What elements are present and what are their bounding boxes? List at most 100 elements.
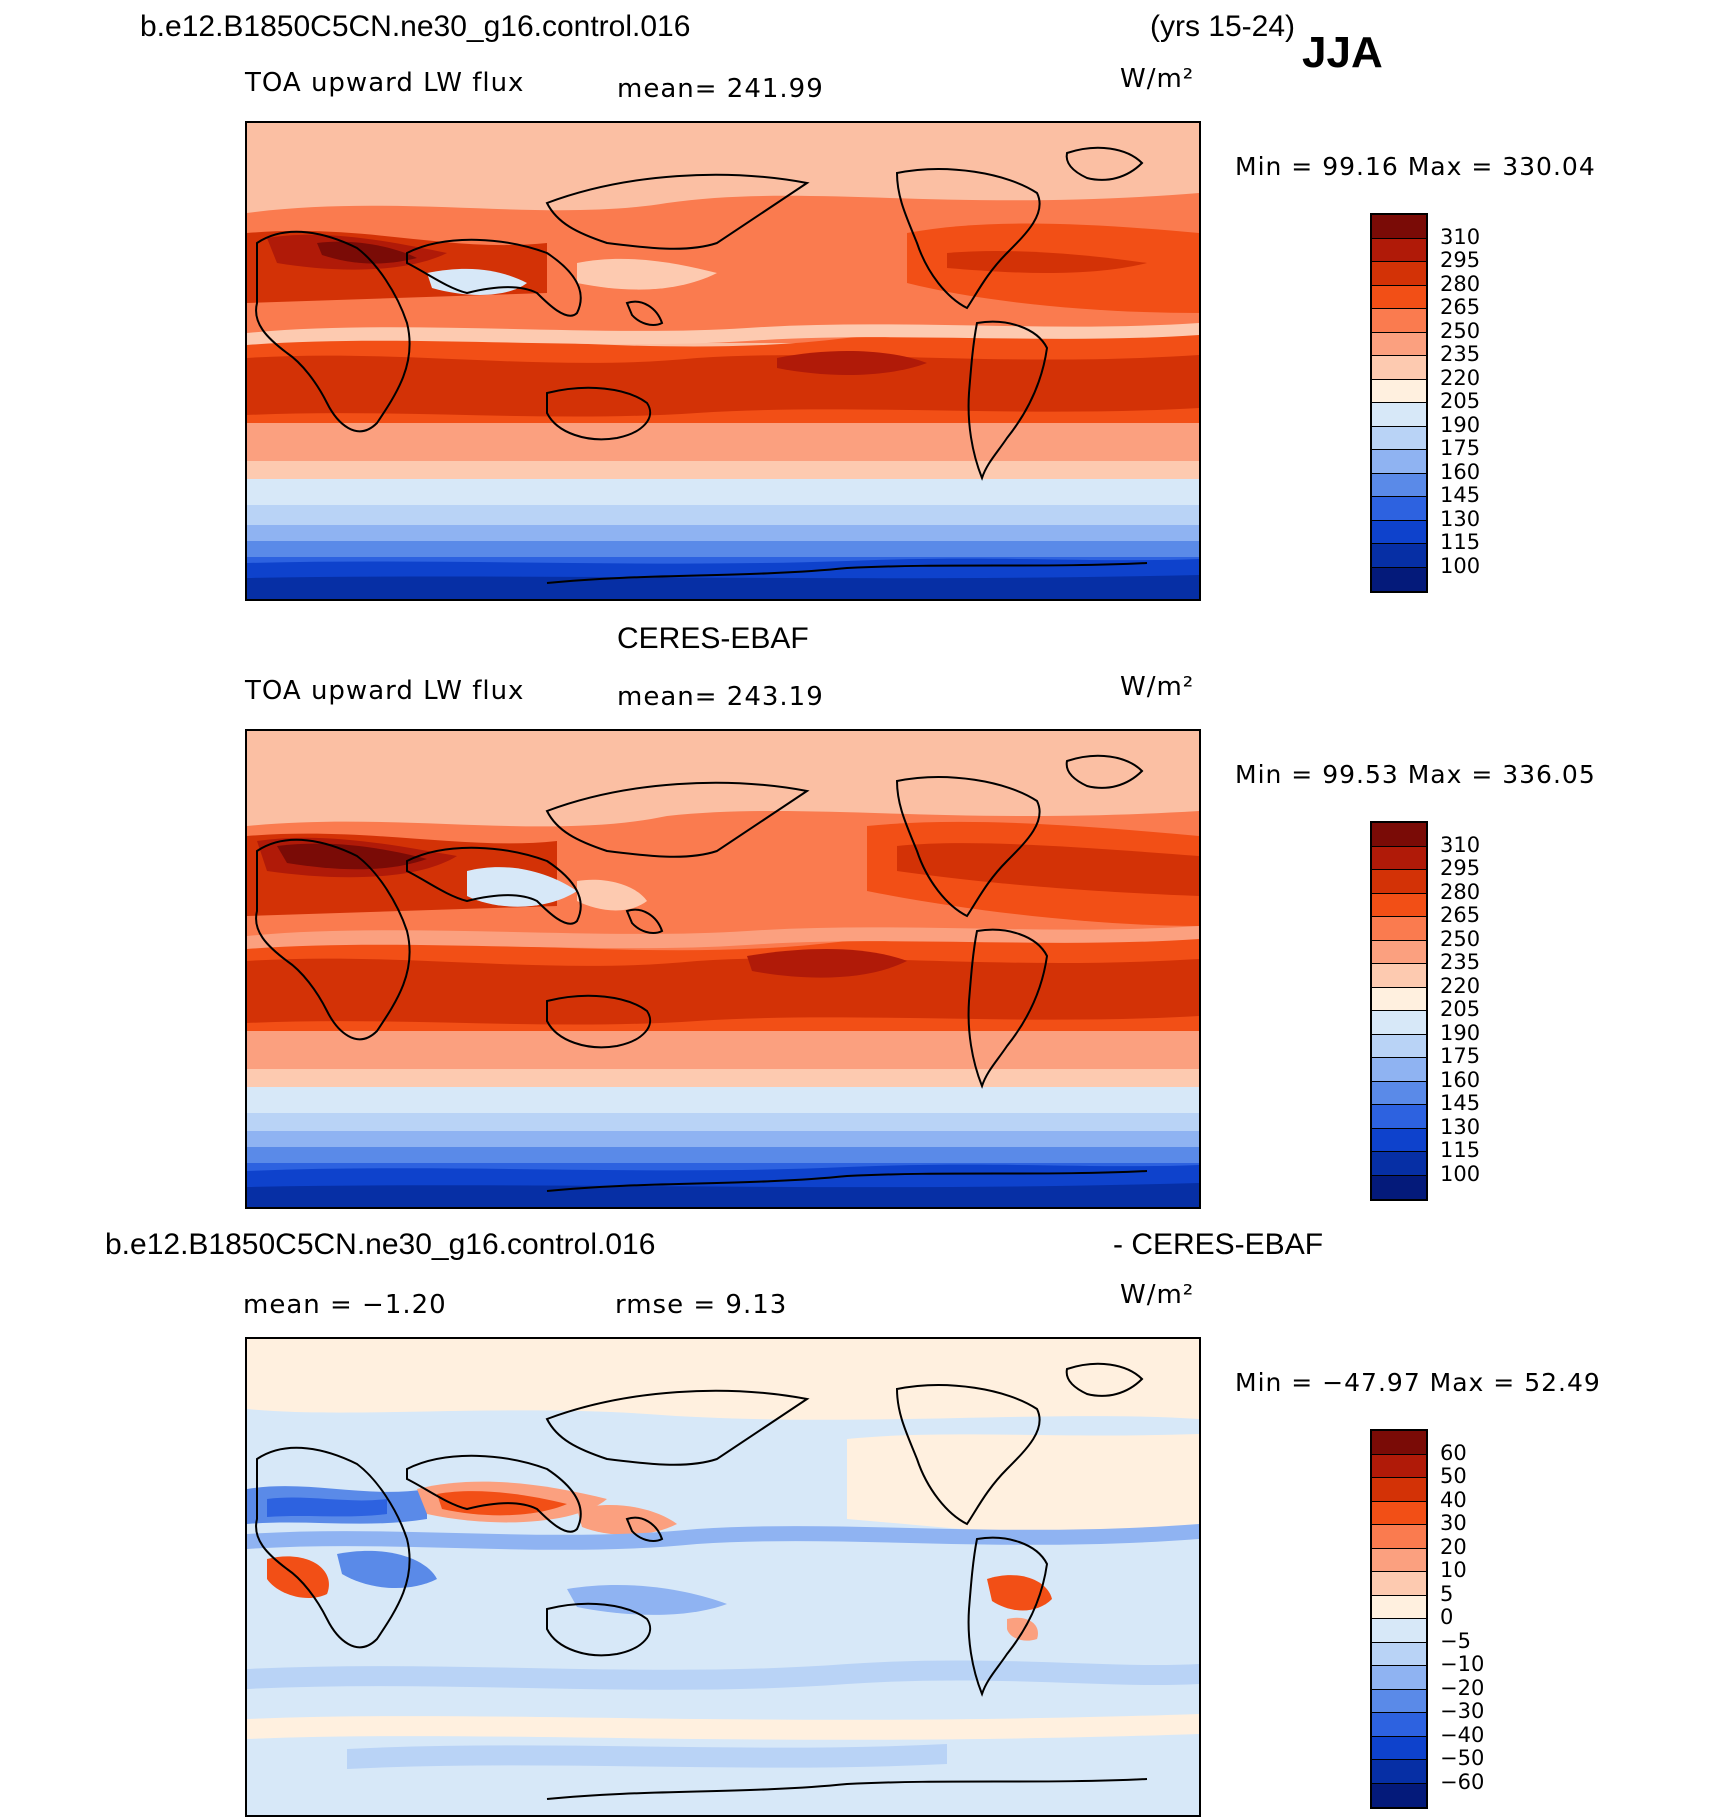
colorbar-box	[1372, 1454, 1426, 1478]
colorbar-box	[1372, 1431, 1426, 1455]
colorbar-box	[1372, 309, 1426, 333]
colorbar-tick-label: 20	[1440, 1534, 1467, 1559]
colorbar-box	[1372, 356, 1426, 380]
colorbar-tick-label: 190	[1440, 1020, 1481, 1045]
colorbar-tick-label: 100	[1440, 553, 1481, 578]
colorbar-box	[1372, 1525, 1426, 1549]
colorbar-tick-label: 190	[1440, 412, 1481, 437]
colorbar-box	[1372, 893, 1426, 917]
colorbar-box	[1372, 1501, 1426, 1525]
colorbar-box	[1372, 1736, 1426, 1760]
colorbar-box	[1372, 332, 1426, 356]
colorbar-box	[1372, 567, 1426, 591]
colorbar-box	[1372, 846, 1426, 870]
colorbar-box	[1372, 238, 1426, 262]
colorbar-box	[1372, 450, 1426, 474]
colorbar-tick-label: 30	[1440, 1511, 1467, 1535]
colorbar-tick-label: 295	[1440, 856, 1481, 880]
colorbar-tick-label: 130	[1440, 1114, 1481, 1139]
colorbar-box	[1372, 964, 1426, 988]
colorbar-tick-label: −60	[1440, 1769, 1485, 1794]
colorbar-box	[1372, 379, 1426, 403]
colorbar-tick-label: 235	[1440, 950, 1481, 974]
colorbar-tick-label: 205	[1440, 997, 1481, 1021]
colorbar-box	[1372, 1175, 1426, 1199]
colorbar-tick-label: 160	[1440, 1067, 1481, 1092]
years-label: (yrs 15-24)	[1150, 10, 1296, 43]
colorbar-box	[1372, 1128, 1426, 1152]
colorbar-tick-label: −30	[1440, 1699, 1485, 1723]
season-label: JJA	[1302, 28, 1383, 77]
colorbar-tick-label: −50	[1440, 1746, 1485, 1770]
colorbar-tick-label: −20	[1440, 1675, 1485, 1700]
colorbar-tick-label: −5	[1440, 1628, 1471, 1653]
colorbar-box	[1372, 520, 1426, 544]
colorbar-box	[1372, 940, 1426, 964]
panel3-rmse: rmse = 9.13	[615, 1290, 788, 1320]
difference-colorbar	[1370, 1429, 1428, 1809]
colorbar-tick-label: 145	[1440, 483, 1481, 507]
panel3-mean: mean = −1.20	[243, 1290, 447, 1320]
colorbar-box	[1372, 1760, 1426, 1784]
colorbar-box	[1372, 1034, 1426, 1058]
colorbar-tick-label: 265	[1440, 903, 1481, 927]
colorbar-box	[1372, 1689, 1426, 1713]
colorbar-tick-label: 310	[1440, 224, 1481, 249]
panel2-minmax: Min = 99.53 Max = 336.05	[1235, 760, 1596, 789]
obs-colorbar	[1370, 821, 1428, 1201]
colorbar-tick-label: 175	[1440, 1044, 1481, 1068]
colorbar-box	[1372, 1595, 1426, 1619]
colorbar-tick-label: 220	[1440, 365, 1481, 390]
colorbar-tick-label: 115	[1440, 530, 1481, 554]
colorbar-tick-label: −10	[1440, 1652, 1485, 1676]
colorbar-box	[1372, 426, 1426, 450]
colorbar-tick-label: 265	[1440, 295, 1481, 319]
colorbar-tick-label: 130	[1440, 506, 1481, 531]
colorbar-tick-label: 310	[1440, 832, 1481, 857]
colorbar-box	[1372, 497, 1426, 521]
difference-map	[245, 1337, 1201, 1817]
colorbar-tick-label: 160	[1440, 459, 1481, 484]
colorbar-box	[1372, 285, 1426, 309]
colorbar-box	[1372, 1105, 1426, 1129]
colorbar-box	[1372, 215, 1426, 239]
colorbar-box	[1372, 473, 1426, 497]
panel3-units: W/m²	[1120, 1280, 1195, 1310]
colorbar-box	[1372, 1713, 1426, 1737]
colorbar-box	[1372, 1011, 1426, 1035]
colorbar-box	[1372, 1152, 1426, 1176]
colorbar-box	[1372, 823, 1426, 847]
model-colorbar	[1370, 213, 1428, 593]
colorbar-tick-label: 295	[1440, 248, 1481, 272]
panel1-variable: TOA upward LW flux	[245, 68, 525, 98]
colorbar-box	[1372, 917, 1426, 941]
panel3-title-left: b.e12.B1850C5CN.ne30_g16.control.016	[105, 1228, 656, 1261]
colorbar-box	[1372, 1619, 1426, 1643]
colorbar-tick-label: 220	[1440, 973, 1481, 998]
panel1-units: W/m²	[1120, 64, 1195, 94]
difference-field-svg	[247, 1339, 1199, 1815]
panel2-mean: mean= 243.19	[617, 682, 824, 712]
colorbar-tick-label: 205	[1440, 389, 1481, 413]
colorbar-tick-label: 175	[1440, 436, 1481, 460]
colorbar-box	[1372, 987, 1426, 1011]
colorbar-tick-label: 50	[1440, 1464, 1467, 1488]
colorbar-tick-label: 145	[1440, 1091, 1481, 1115]
colorbar-box	[1372, 544, 1426, 568]
colorbar-box	[1372, 1666, 1426, 1690]
colorbar-tick-label: 250	[1440, 318, 1481, 343]
colorbar-box	[1372, 1783, 1426, 1807]
colorbar-box	[1372, 1081, 1426, 1105]
colorbar-box	[1372, 870, 1426, 894]
colorbar-box	[1372, 1478, 1426, 1502]
obs-map	[245, 729, 1201, 1209]
panel1-mean: mean= 241.99	[617, 74, 824, 104]
colorbar-box	[1372, 1058, 1426, 1082]
colorbar-tick-label: 10	[1440, 1558, 1467, 1582]
colorbar-tick-label: −40	[1440, 1722, 1485, 1747]
colorbar-box	[1372, 1572, 1426, 1596]
panel3-title-right: - CERES-EBAF	[1113, 1228, 1324, 1261]
colorbar-tick-label: 280	[1440, 879, 1481, 904]
colorbar-tick-label: 0	[1440, 1605, 1454, 1629]
colorbar-box	[1372, 403, 1426, 427]
